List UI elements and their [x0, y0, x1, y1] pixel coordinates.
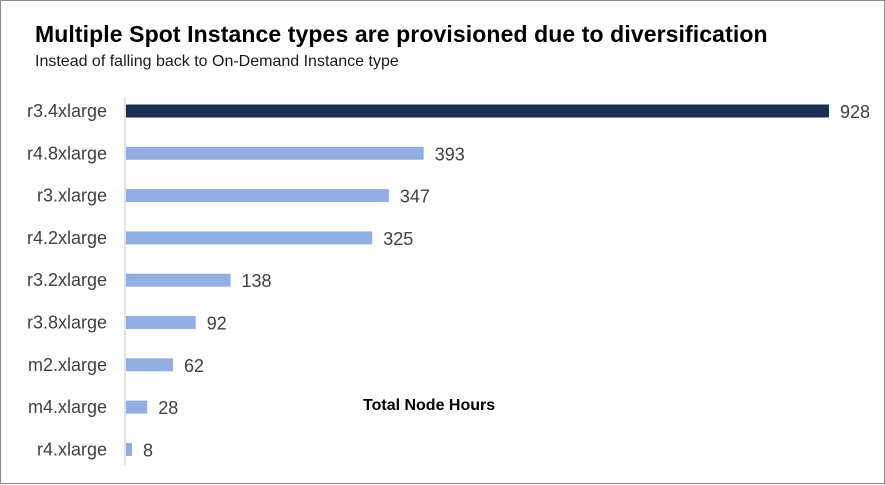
value-label: 62	[184, 356, 204, 376]
category-label: r4.xlarge	[37, 439, 107, 459]
bar-r4.8xlarge	[126, 146, 424, 160]
category-label: r3.4xlarge	[27, 101, 107, 121]
value-label: 92	[207, 314, 227, 334]
value-label: 138	[242, 271, 272, 291]
bar-r4.xlarge	[126, 442, 133, 456]
bar-r3.8xlarge	[126, 316, 196, 329]
bar-r3.4xlarge	[126, 104, 829, 118]
category-label: r3.xlarge	[37, 186, 107, 206]
value-label: 8	[143, 440, 153, 460]
category-label: r4.2xlarge	[27, 228, 107, 248]
bar-m2.xlarge	[126, 358, 173, 372]
value-label: 347	[400, 187, 430, 207]
category-label: r3.8xlarge	[27, 313, 107, 333]
bar-r4.2xlarge	[126, 231, 373, 245]
annotation-label: Total Node Hours	[363, 397, 495, 414]
bar-r3.xlarge	[126, 189, 389, 203]
category-label: r3.2xlarge	[27, 270, 107, 290]
category-label: m4.xlarge	[28, 397, 107, 417]
bar-m4.xlarge	[126, 400, 148, 414]
chart-subtitle: Instead of falling back to On-Demand Ins…	[35, 53, 399, 70]
bar-r3.2xlarge	[126, 273, 231, 287]
category-label: r4.8xlarge	[27, 143, 107, 163]
value-label: 325	[383, 229, 413, 249]
value-label: 393	[435, 144, 465, 164]
category-label: m2.xlarge	[28, 355, 107, 375]
value-label: 28	[158, 398, 178, 418]
value-label: 928	[840, 102, 870, 122]
chart-title: Multiple Spot Instance types are provisi…	[35, 21, 768, 47]
